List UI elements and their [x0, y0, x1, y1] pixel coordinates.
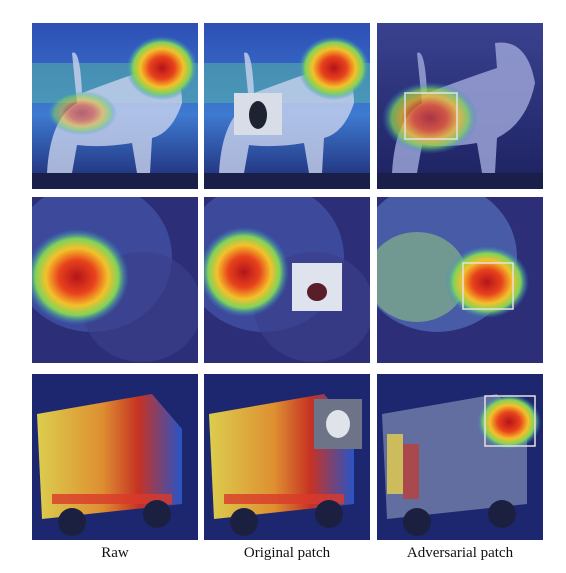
heatmap-row3-adversarial-patch	[377, 374, 543, 540]
heatmap-row2-raw	[32, 197, 198, 363]
heatmap-row2-original-patch	[204, 197, 370, 363]
heatmap-row3-original-patch	[204, 374, 370, 540]
heatmap-row2-adversarial-patch	[377, 197, 543, 363]
caption-adversarial-patch: Adversarial patch	[406, 545, 514, 561]
heatmap-row1-original-patch	[204, 23, 370, 189]
caption-raw: Raw	[101, 545, 129, 561]
heatmap-row1-adversarial-patch	[377, 23, 543, 189]
heatmap-row3-raw	[32, 374, 198, 540]
caption-original-patch: Original patch	[243, 545, 331, 561]
heatmap-row1-raw	[32, 23, 198, 189]
